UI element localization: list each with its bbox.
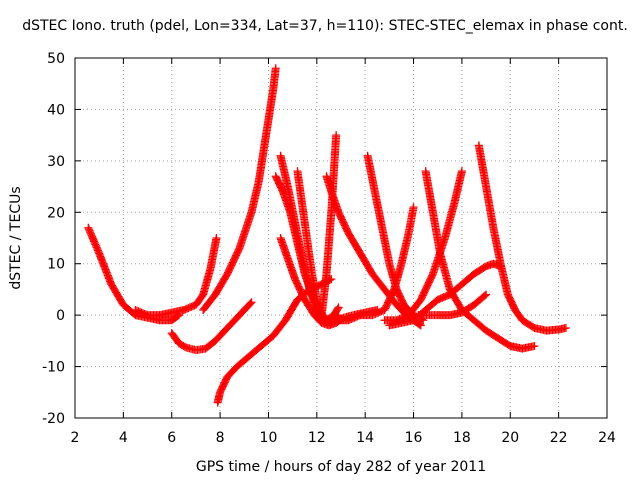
data-point xyxy=(334,303,343,312)
data-point xyxy=(212,234,221,242)
data-point xyxy=(332,131,341,140)
x-tick-label: 22 xyxy=(550,430,568,446)
data-point xyxy=(530,342,539,350)
x-tick-label: 18 xyxy=(453,430,471,446)
data-points xyxy=(84,64,570,407)
data-point xyxy=(247,298,256,307)
series-track xyxy=(414,290,491,320)
series-track xyxy=(293,131,341,320)
series-track xyxy=(332,203,418,325)
x-tick-label: 12 xyxy=(308,430,326,446)
series-track xyxy=(421,167,539,353)
x-tick-label: 24 xyxy=(598,430,616,446)
x-tick-label: 8 xyxy=(216,430,225,446)
series-track xyxy=(213,275,336,407)
y-tick-label: 30 xyxy=(47,154,65,170)
data-point xyxy=(271,64,280,73)
x-tick-label: 20 xyxy=(501,430,519,446)
series-track xyxy=(84,223,183,325)
chart-title: dSTEC Iono. truth (pdel, Lon=334, Lat=37… xyxy=(22,18,628,34)
y-tick-label: -10 xyxy=(42,360,65,376)
x-tick-label: 2 xyxy=(71,430,80,446)
data-point xyxy=(561,324,570,332)
y-tick-label: 40 xyxy=(47,102,65,118)
data-point xyxy=(480,291,489,300)
data-point xyxy=(333,304,342,313)
y-axis-label: dSTEC / TECUs xyxy=(8,186,24,289)
x-tick-label: 10 xyxy=(260,430,278,446)
grid xyxy=(75,58,607,418)
x-tick-label: 4 xyxy=(119,430,128,446)
plot-frame xyxy=(74,57,608,419)
x-tick-label: 14 xyxy=(356,430,374,446)
data-point xyxy=(457,167,466,176)
y-tick-label: -20 xyxy=(42,411,65,427)
data-point xyxy=(482,290,491,299)
y-tick-label: 0 xyxy=(56,308,65,324)
x-tick-label: 16 xyxy=(405,430,423,446)
series-track xyxy=(167,298,256,355)
x-tick-label: 6 xyxy=(167,430,176,446)
data-point xyxy=(246,299,255,308)
series-track xyxy=(474,141,570,335)
y-tick-label: 50 xyxy=(47,51,65,67)
y-tick-label: 20 xyxy=(47,205,65,221)
series-track xyxy=(385,259,505,330)
series-track xyxy=(131,234,221,320)
x-axis-label: GPS time / hours of day 282 of year 2011 xyxy=(196,459,486,475)
series-track xyxy=(199,64,280,314)
data-point xyxy=(409,203,418,212)
y-tick-label: 10 xyxy=(47,257,65,273)
